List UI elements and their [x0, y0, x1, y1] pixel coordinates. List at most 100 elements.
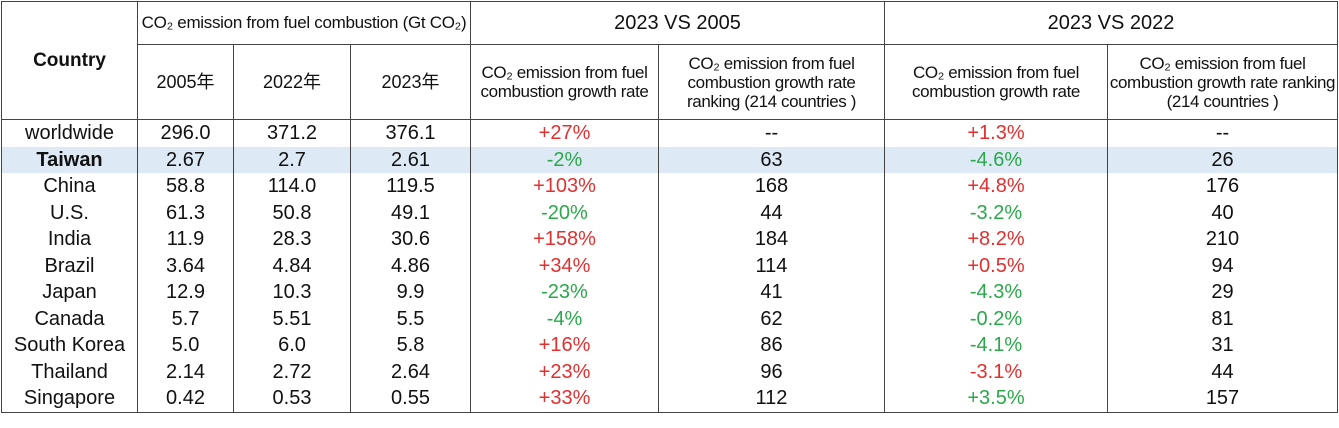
value-2005: 3.64	[137, 252, 234, 279]
ranking: 26	[1107, 146, 1338, 173]
value-2005: 5.7	[137, 305, 234, 332]
ranking: 44	[658, 199, 885, 226]
table-body: worldwide 296.0 371.2 376.1 +27% -- +1.3% -- Tai…	[1, 119, 1338, 413]
growth-header: CO₂ emission from fuel combustion growth…	[470, 44, 659, 120]
growth-rate: +158%	[470, 226, 659, 253]
ranking: 31	[1107, 332, 1338, 359]
value-2023: 5.5	[350, 305, 471, 332]
growth-rate: +8.2%	[884, 226, 1108, 253]
emission-group-header: CO₂ emission from fuel combustion (Gt CO…	[137, 1, 471, 45]
country: Thailand	[1, 358, 138, 385]
growth-rate: +3.5%	[884, 385, 1108, 413]
country: worldwide	[1, 119, 138, 147]
year-header: 2005年	[137, 44, 234, 120]
ranking: 112	[658, 385, 885, 413]
ranking: 114	[658, 252, 885, 279]
growth-rate: -4.3%	[884, 279, 1108, 306]
ranking: 86	[658, 332, 885, 359]
growth-header: CO₂ emission from fuel combustion growth…	[884, 44, 1108, 120]
value-2022: 114.0	[233, 173, 351, 200]
value-2022: 50.8	[233, 199, 351, 226]
data-row: worldwide 296.0 371.2 376.1 +27% -- +1.3% --	[1, 119, 1338, 147]
country: Japan	[1, 279, 138, 306]
growth-rate: +34%	[470, 252, 659, 279]
country: Brazil	[1, 252, 138, 279]
value-2022: 2.72	[233, 358, 351, 385]
value-2005: 0.42	[137, 385, 234, 413]
growth-rate: -20%	[470, 199, 659, 226]
ranking: 40	[1107, 199, 1338, 226]
growth-rate: -4.1%	[884, 332, 1108, 359]
country: Singapore	[1, 385, 138, 413]
value-2023: 9.9	[350, 279, 471, 306]
country: Canada	[1, 305, 138, 332]
growth-rate: +16%	[470, 332, 659, 359]
ranking: 62	[658, 305, 885, 332]
ranking: 63	[658, 146, 885, 173]
value-2022: 28.3	[233, 226, 351, 253]
country: U.S.	[1, 199, 138, 226]
ranking: 184	[658, 226, 885, 253]
year-header: 2023年	[350, 44, 471, 120]
ranking: 81	[1107, 305, 1338, 332]
data-row: Thailand 2.14 2.72 2.64 +23% 96 -3.1% 44	[1, 358, 1338, 385]
header-row: 2005年 2022年 2023年 CO₂ emission from fuel…	[2, 44, 1338, 120]
value-2005: 58.8	[137, 173, 234, 200]
country: India	[1, 226, 138, 253]
growth-rate: -3.2%	[884, 199, 1108, 226]
growth-rate: +33%	[470, 385, 659, 413]
value-2023: 119.5	[350, 173, 471, 200]
ranking: 29	[1107, 279, 1338, 306]
value-2023: 30.6	[350, 226, 471, 253]
growth-rate: +4.8%	[884, 173, 1108, 200]
growth-rate: -4%	[470, 305, 659, 332]
value-2023: 0.55	[350, 385, 471, 413]
compare-header: 2023 VS 2005	[470, 1, 885, 45]
country: China	[1, 173, 138, 200]
value-2022: 0.53	[233, 385, 351, 413]
data-row: Taiwan 2.67 2.7 2.61 -2% 63 -4.6% 26	[1, 146, 1338, 173]
compare-header: 2023 VS 2022	[884, 1, 1338, 45]
ranking-header: CO₂ emission from fuel combustion growth…	[1107, 44, 1338, 120]
growth-rate: +0.5%	[884, 252, 1108, 279]
value-2022: 5.51	[233, 305, 351, 332]
ranking: 168	[658, 173, 885, 200]
year-header: 2022年	[233, 44, 351, 120]
country: Taiwan	[1, 146, 138, 173]
emission-table: Country CO₂ emission from fuel combustio…	[1, 1, 1338, 413]
data-row: Japan 12.9 10.3 9.9 -23% 41 -4.3% 29	[1, 279, 1338, 306]
growth-rate: -0.2%	[884, 305, 1108, 332]
ranking: 157	[1107, 385, 1338, 413]
value-2005: 2.67	[137, 146, 234, 173]
ranking: --	[1107, 119, 1338, 147]
growth-rate: +23%	[470, 358, 659, 385]
value-2023: 5.8	[350, 332, 471, 359]
growth-rate: +103%	[470, 173, 659, 200]
growth-rate: -2%	[470, 146, 659, 173]
value-2005: 296.0	[137, 119, 234, 147]
value-2023: 376.1	[350, 119, 471, 147]
table-header: Country CO₂ emission from fuel combustio…	[1, 1, 1338, 120]
value-2023: 49.1	[350, 199, 471, 226]
value-2022: 371.2	[233, 119, 351, 147]
ranking: 44	[1107, 358, 1338, 385]
value-2005: 11.9	[137, 226, 234, 253]
value-2005: 5.0	[137, 332, 234, 359]
data-row: China 58.8 114.0 119.5 +103% 168 +4.8% 176	[1, 173, 1338, 200]
ranking: 41	[658, 279, 885, 306]
ranking: 94	[1107, 252, 1338, 279]
data-row: South Korea 5.0 6.0 5.8 +16% 86 -4.1% 31	[1, 332, 1338, 359]
value-2022: 6.0	[233, 332, 351, 359]
value-2005: 2.14	[137, 358, 234, 385]
value-2022: 10.3	[233, 279, 351, 306]
data-row: U.S. 61.3 50.8 49.1 -20% 44 -3.2% 40	[1, 199, 1338, 226]
ranking: 176	[1107, 173, 1338, 200]
header-row: Country CO₂ emission from fuel combustio…	[1, 1, 1338, 120]
ranking-header: CO₂ emission from fuel combustion growth…	[658, 44, 885, 120]
data-row: Brazil 3.64 4.84 4.86 +34% 114 +0.5% 94	[1, 252, 1338, 279]
value-2022: 4.84	[233, 252, 351, 279]
value-2023: 2.64	[350, 358, 471, 385]
growth-rate: -4.6%	[884, 146, 1108, 173]
value-2022: 2.7	[233, 146, 351, 173]
